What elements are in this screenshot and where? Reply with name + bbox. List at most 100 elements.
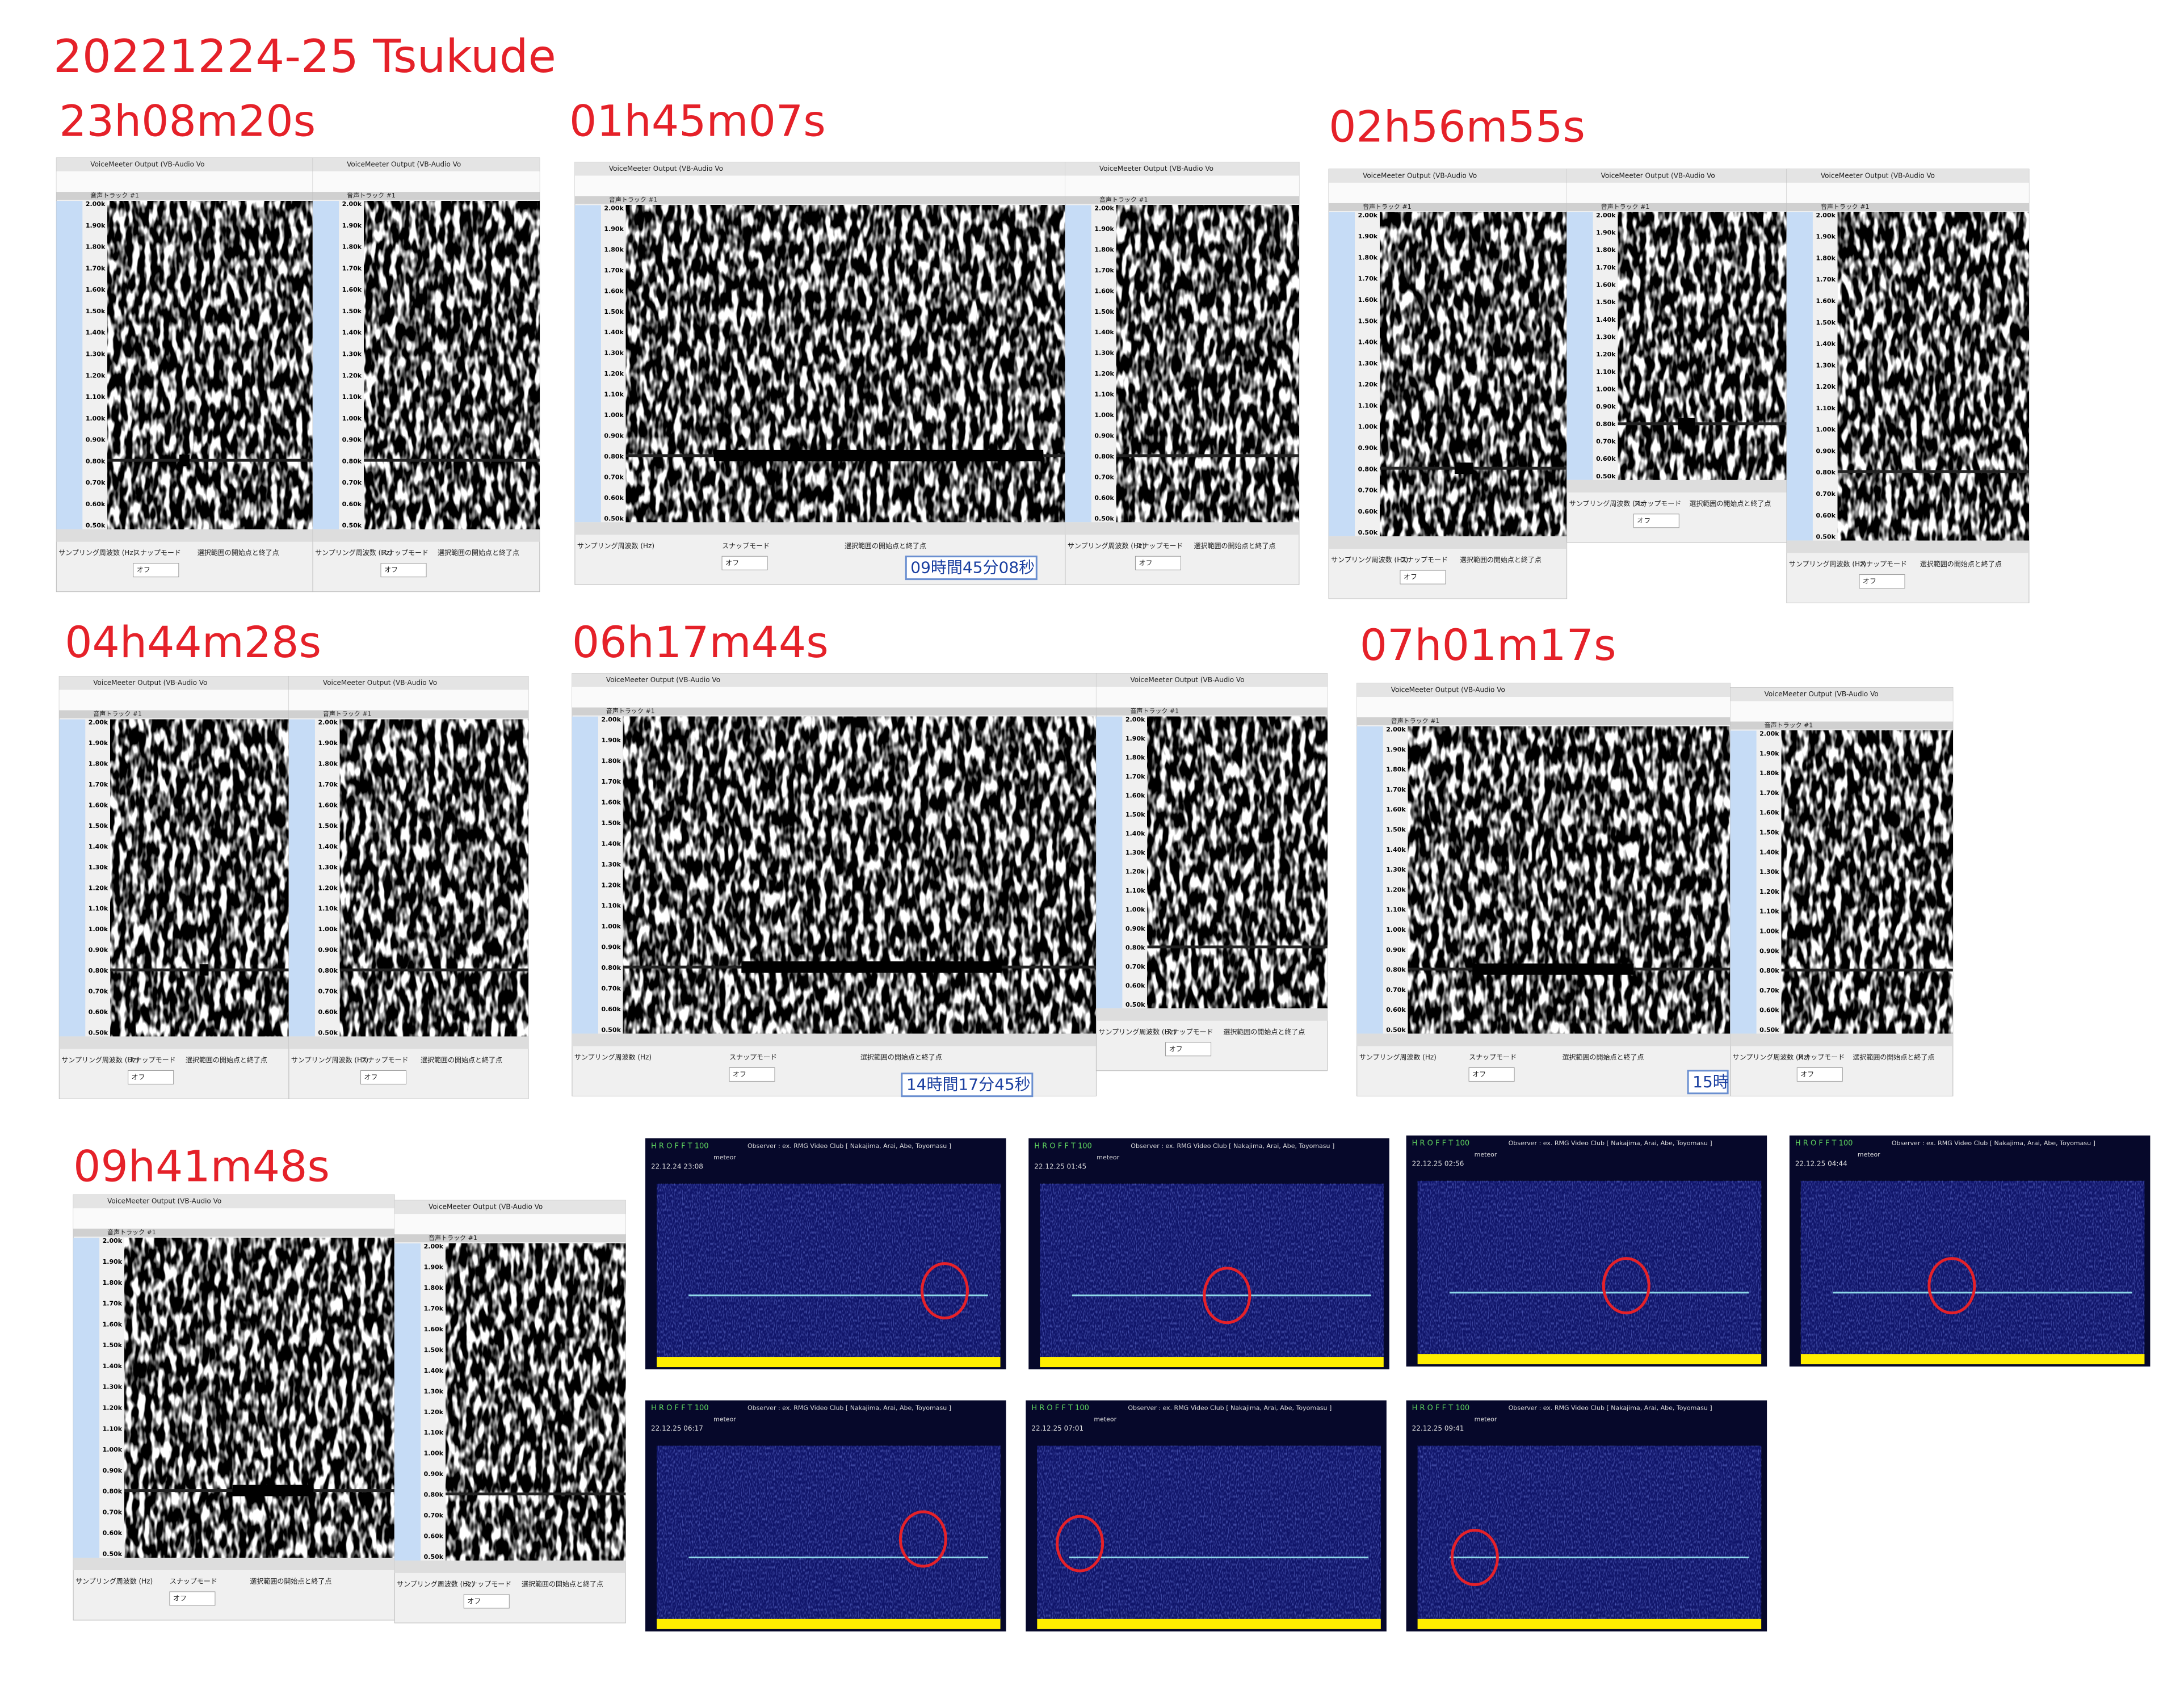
freq-label: 1.90k — [103, 1258, 123, 1265]
track-label: 音声トラック #1 — [93, 710, 142, 718]
track-label: 音声トラック #1 — [1821, 203, 1870, 211]
meteor-marker — [1056, 1515, 1104, 1572]
time-readout-box — [1687, 1070, 1729, 1095]
spectrogram-window: VoiceMeeter Output (VB-Audio Vo 音声トラック #1… — [1328, 169, 1568, 599]
freq-label: 1.00k — [1759, 927, 1779, 935]
freq-label: 0.50k — [604, 515, 624, 522]
spectrum-bar — [1417, 1354, 1762, 1365]
freq-label: 1.90k — [318, 739, 338, 747]
hrofft-date: 22.12.24 23:08 — [651, 1162, 703, 1170]
track-label: 音声トラック #1 — [90, 191, 139, 199]
freq-axis — [1356, 726, 1383, 1034]
freq-label: 0.90k — [342, 436, 362, 444]
hrofft-observer: Observer : ex. RMG Video Club [ Nakajima… — [1892, 1139, 2095, 1147]
selection-label: 選択範囲の開始点と終了点 — [186, 1056, 267, 1064]
freq-label: 1.50k — [89, 822, 108, 830]
spectrogram-noise — [339, 719, 528, 1037]
snap-value: オフ — [1139, 559, 1152, 567]
freq-label: 1.80k — [318, 760, 338, 768]
freq-label: 1.10k — [1596, 368, 1616, 376]
snap-value: オフ — [1637, 516, 1650, 524]
rate-label: サンプリング周波数 (Hz) — [1569, 499, 1647, 507]
freq-label: 0.70k — [89, 988, 108, 995]
freq-label: 0.80k — [103, 1488, 123, 1495]
section-time: 23h08m20s — [59, 95, 316, 146]
selection-label: 選択範囲の開始点と終了点 — [522, 1579, 603, 1588]
selection-label: 選択範囲の開始点と終了点 — [1920, 560, 2002, 568]
freq-label: 1.40k — [604, 329, 624, 336]
freq-label: 0.60k — [601, 1006, 621, 1013]
freq-label: 1.70k — [601, 778, 621, 785]
waterfall-noise — [657, 1445, 1001, 1619]
spectrogram-noise — [110, 719, 289, 1037]
freq-label: 1.00k — [1125, 906, 1145, 913]
freq-label: 1.50k — [1816, 319, 1836, 326]
freq-label: 0.80k — [89, 967, 108, 974]
freq-label: 1.70k — [604, 267, 624, 274]
track-bar — [288, 710, 528, 718]
freq-label: 1.50k — [86, 308, 106, 315]
freq-label: 0.90k — [89, 947, 108, 954]
rate-label: サンプリング周波数 (Hz) — [1733, 1053, 1810, 1061]
freq-label: 1.70k — [89, 781, 108, 788]
device-label: VoiceMeeter Output (VB-Audio Vo — [93, 679, 207, 687]
freq-label: 0.80k — [318, 967, 338, 974]
device-bar — [313, 158, 540, 172]
freq-label: 1.10k — [103, 1425, 123, 1432]
freq-label: 1.10k — [1386, 906, 1406, 914]
scrollbar — [1730, 1033, 1953, 1046]
freq-label: 0.60k — [424, 1532, 444, 1540]
track-label: 音声トラック #1 — [606, 707, 655, 715]
freq-label: 1.60k — [89, 801, 108, 809]
track-bar — [1786, 203, 2029, 211]
track-label: 音声トラック #1 — [609, 195, 658, 203]
snap-label: スナップモード — [1135, 542, 1183, 550]
freq-label: 1.60k — [604, 287, 624, 295]
freq-label: 0.50k — [86, 522, 106, 529]
track-label: 音声トラック #1 — [1099, 195, 1148, 203]
freq-label: 1.30k — [86, 350, 106, 358]
waterfall-noise — [1040, 1183, 1384, 1357]
hrofft-date: 22.12.25 06:17 — [651, 1424, 703, 1432]
time-ruler — [73, 1208, 395, 1229]
snap-box — [1400, 570, 1446, 585]
section-time: 07h01m17s — [1360, 620, 1616, 670]
meteor-marker — [898, 1510, 947, 1568]
selection-label: 選択範囲の開始点と終了点 — [1194, 541, 1275, 550]
freq-label: 1.20k — [1386, 886, 1406, 893]
track-label: 音声トラック #1 — [347, 191, 396, 199]
freq-label: 0.90k — [86, 436, 106, 444]
freq-label: 1.50k — [1094, 308, 1114, 316]
scrollbar — [572, 1033, 1097, 1046]
freq-label: 0.80k — [601, 964, 621, 972]
freq-label: 1.40k — [601, 840, 621, 847]
spectrogram-window: VoiceMeeter Output (VB-Audio Vo 音声トラック #1… — [1065, 161, 1300, 585]
freq-label: 1.90k — [601, 737, 621, 744]
freq-label: 0.60k — [1094, 494, 1114, 502]
waterfall-noise — [1800, 1180, 2145, 1355]
spectrogram-window: VoiceMeeter Output (VB-Audio Vo 音声トラック #1… — [1095, 673, 1328, 1071]
freq-label: 1.20k — [1816, 383, 1836, 390]
freq-label: 1.80k — [1596, 246, 1616, 254]
freq-label: 1.30k — [342, 350, 362, 358]
freq-label: 1.90k — [89, 739, 108, 747]
freq-label: 0.90k — [1386, 946, 1406, 953]
snap-value: オフ — [733, 1070, 746, 1078]
hrofft-detected: meteor — [713, 1416, 736, 1423]
freq-label: 1.90k — [1596, 229, 1616, 237]
rate-label: サンプリング周波数 (Hz) — [1359, 1053, 1437, 1061]
freq-label: 1.20k — [601, 881, 621, 889]
spectrogram-window: VoiceMeeter Output (VB-Audio Vo 音声トラック #1… — [288, 676, 529, 1099]
freq-label: 1.20k — [424, 1408, 444, 1416]
freq-label: 1.10k — [1094, 391, 1114, 398]
device-bar — [1065, 162, 1299, 176]
freq-label: 1.00k — [1816, 426, 1836, 434]
snap-value: オフ — [725, 559, 739, 567]
freq-axis — [1566, 212, 1593, 480]
scrollbar — [1566, 480, 1790, 493]
hrofft-date: 22.12.25 07:01 — [1031, 1424, 1083, 1432]
track-label: 音声トラック #1 — [1391, 717, 1440, 725]
freq-label: 1.30k — [1816, 361, 1836, 369]
section-time: 01h45m07s — [569, 95, 826, 146]
